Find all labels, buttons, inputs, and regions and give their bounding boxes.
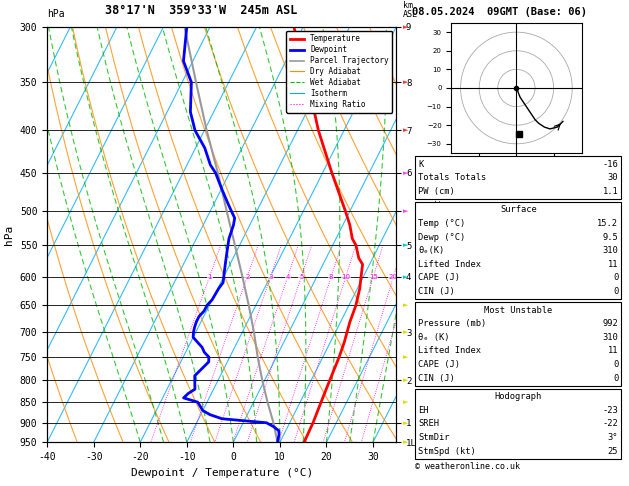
Text: 3°: 3°: [608, 433, 618, 442]
Text: ►: ►: [403, 24, 408, 30]
Text: 08.05.2024  09GMT (Base: 06): 08.05.2024 09GMT (Base: 06): [412, 7, 587, 17]
Text: 0: 0: [613, 374, 618, 382]
Text: 11: 11: [608, 347, 618, 355]
Text: Totals Totals: Totals Totals: [418, 174, 487, 182]
Text: 20: 20: [389, 274, 398, 279]
Text: CIN (J): CIN (J): [418, 374, 455, 382]
Text: ►: ►: [403, 274, 408, 279]
Text: ►: ►: [403, 439, 408, 445]
Text: Surface: Surface: [500, 206, 537, 214]
X-axis label: kt: kt: [513, 170, 520, 179]
Y-axis label: hPa: hPa: [4, 225, 14, 244]
Text: 25: 25: [608, 447, 618, 455]
Text: Most Unstable: Most Unstable: [484, 306, 552, 314]
Text: ►: ►: [403, 208, 408, 214]
Text: 992: 992: [603, 319, 618, 328]
Text: 9.5: 9.5: [603, 233, 618, 242]
Text: 3: 3: [269, 274, 273, 279]
Text: ►: ►: [403, 420, 408, 426]
Text: 15: 15: [369, 274, 378, 279]
Text: StmSpd (kt): StmSpd (kt): [418, 447, 476, 455]
Text: CAPE (J): CAPE (J): [418, 274, 460, 282]
Text: 310: 310: [603, 246, 618, 255]
Text: 8: 8: [329, 274, 333, 279]
Text: 11: 11: [608, 260, 618, 269]
Text: hPa: hPa: [47, 9, 65, 19]
Text: 310: 310: [603, 333, 618, 342]
Text: © weatheronline.co.uk: © weatheronline.co.uk: [415, 462, 520, 471]
Text: 4: 4: [286, 274, 290, 279]
Text: SREH: SREH: [418, 419, 439, 428]
Text: 1.1: 1.1: [603, 187, 618, 196]
Legend: Temperature, Dewpoint, Parcel Trajectory, Dry Adiabat, Wet Adiabat, Isotherm, Mi: Temperature, Dewpoint, Parcel Trajectory…: [286, 31, 392, 113]
Text: CAPE (J): CAPE (J): [418, 360, 460, 369]
Text: ►: ►: [403, 302, 408, 309]
Text: Hodograph: Hodograph: [494, 392, 542, 401]
Text: ►: ►: [403, 242, 408, 248]
Text: 5: 5: [299, 274, 304, 279]
Text: CIN (J): CIN (J): [418, 287, 455, 296]
Text: km
ASL: km ASL: [403, 1, 418, 19]
X-axis label: Dewpoint / Temperature (°C): Dewpoint / Temperature (°C): [131, 468, 313, 478]
Text: ►: ►: [403, 79, 408, 86]
Text: 0: 0: [613, 287, 618, 296]
Text: ►: ►: [403, 354, 408, 360]
Text: 38°17'N  359°33'W  245m ASL: 38°17'N 359°33'W 245m ASL: [105, 4, 298, 17]
Text: -16: -16: [603, 160, 618, 169]
Text: Pressure (mb): Pressure (mb): [418, 319, 487, 328]
Text: PW (cm): PW (cm): [418, 187, 455, 196]
Text: 15.2: 15.2: [598, 219, 618, 228]
Text: 10: 10: [342, 274, 350, 279]
Y-axis label: Mixing Ratio (g/kg): Mixing Ratio (g/kg): [432, 183, 442, 286]
Text: ►: ►: [403, 377, 408, 383]
Text: StmDir: StmDir: [418, 433, 450, 442]
Text: -22: -22: [603, 419, 618, 428]
Text: K: K: [418, 160, 423, 169]
Text: Dewp (°C): Dewp (°C): [418, 233, 465, 242]
Text: ►: ►: [403, 127, 408, 134]
Text: EH: EH: [418, 406, 429, 415]
Text: ►: ►: [403, 329, 408, 335]
Text: 0: 0: [613, 274, 618, 282]
Text: -23: -23: [603, 406, 618, 415]
Text: Lifted Index: Lifted Index: [418, 347, 481, 355]
Text: θₑ (K): θₑ (K): [418, 333, 450, 342]
Text: ►: ►: [403, 399, 408, 405]
Text: θₑ(K): θₑ(K): [418, 246, 445, 255]
Text: 30: 30: [608, 174, 618, 182]
Text: 1: 1: [208, 274, 212, 279]
Text: 0: 0: [613, 360, 618, 369]
Text: ►: ►: [403, 170, 408, 176]
Text: 2: 2: [245, 274, 250, 279]
Text: Temp (°C): Temp (°C): [418, 219, 465, 228]
Text: Lifted Index: Lifted Index: [418, 260, 481, 269]
